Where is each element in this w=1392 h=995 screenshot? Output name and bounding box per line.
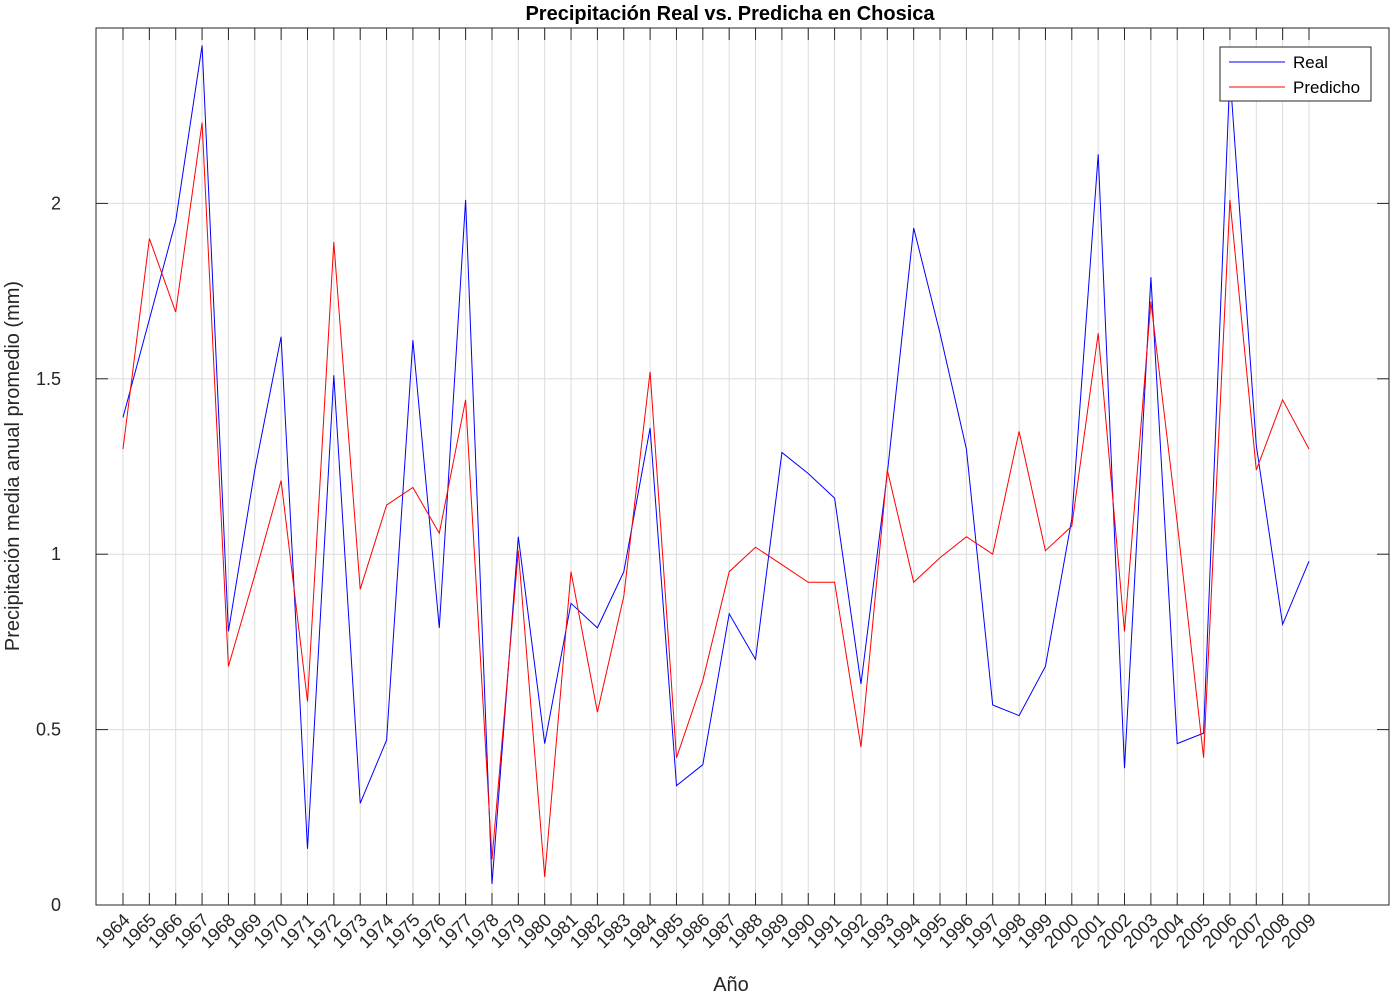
legend-box [1219, 46, 1372, 102]
legend-label-real: Real [1293, 53, 1328, 72]
plot-frame [95, 27, 1390, 906]
x-axis-label: Año [713, 974, 749, 995]
y-tick-label: 0 [51, 895, 61, 915]
legend-label-predicho: Predicho [1293, 78, 1360, 97]
y-axis-label: Precipitación media anual promedio (mm) [2, 281, 24, 651]
series-lines [122, 45, 1310, 885]
chart-title: Precipitación Real vs. Predicha en Chosi… [525, 3, 935, 25]
y-tick-label: 0.5 [36, 720, 61, 740]
legend: Real Predicho [1219, 46, 1372, 102]
y-tick-label: 1.5 [36, 369, 61, 389]
series-line-real [122, 45, 1310, 885]
y-tick-labels: 0 0.5 1 1.5 2 [36, 193, 61, 915]
plot-area [96, 28, 1389, 905]
axis-ticks [96, 28, 1389, 906]
series-line-predicho [122, 122, 1310, 877]
y-tick-label: 1 [51, 544, 61, 564]
x-tick-labels: 1964196519661967196819691970197119721973… [91, 910, 1319, 952]
y-tick-label: 2 [51, 193, 61, 213]
